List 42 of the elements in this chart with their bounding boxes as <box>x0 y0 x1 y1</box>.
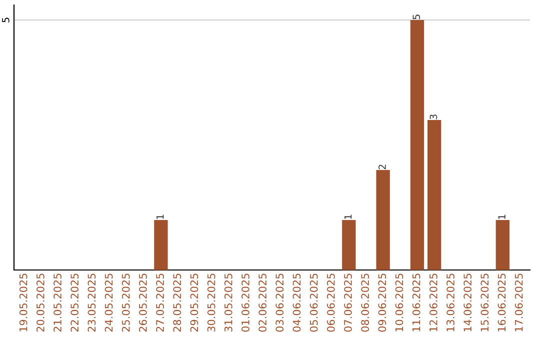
bar <box>376 170 390 270</box>
x-tick-label: 04.06.2025 <box>292 274 301 332</box>
data-label: 2 <box>378 164 386 170</box>
data-label: 3 <box>430 114 438 120</box>
x-tick-label: 27.05.2025 <box>156 274 164 332</box>
x-tick-label: 29.05.2025 <box>190 274 198 332</box>
x-tick-label: 19.05.2025 <box>19 274 28 332</box>
bar <box>410 20 424 270</box>
x-tick-label: 14.06.2025 <box>464 274 472 332</box>
x-tick-label: 12.06.2025 <box>429 274 438 332</box>
x-tick-label: 21.05.2025 <box>54 274 62 332</box>
x-tick-label: 15.06.2025 <box>480 274 489 332</box>
x-tick-label: 09.06.2025 <box>378 274 386 332</box>
x-tick-label: 31.05.2025 <box>224 274 232 332</box>
bar <box>154 220 168 270</box>
x-tick-label: 20.05.2025 <box>36 274 44 332</box>
x-tick-label: 01.06.2025 <box>242 274 250 332</box>
x-tick-label: 11.06.2025 <box>412 274 420 332</box>
bar <box>427 120 442 270</box>
x-tick-label: 16.06.2025 <box>498 274 506 332</box>
bar <box>496 220 510 270</box>
x-tick-label: 26.05.2025 <box>139 274 147 332</box>
x-tick-label: 24.05.2025 <box>104 274 113 332</box>
x-tick-label: 28.05.2025 <box>173 274 182 332</box>
data-label: 5 <box>412 14 420 20</box>
x-tick-label: 07.06.2025 <box>344 274 352 332</box>
x-tick-label: 08.06.2025 <box>361 274 369 332</box>
data-label: 1 <box>156 214 164 219</box>
bar <box>342 220 356 270</box>
x-tick-label: 06.06.2025 <box>326 274 335 332</box>
data-label: 1 <box>498 214 506 219</box>
x-tick-label: 03.06.2025 <box>276 274 284 332</box>
x-tick-label: 02.06.2025 <box>258 274 266 332</box>
data-label: 1 <box>344 214 352 219</box>
x-tick-label: 25.05.2025 <box>122 274 130 332</box>
x-tick-label: 23.05.2025 <box>88 274 96 332</box>
x-tick-label: 22.05.2025 <box>70 274 79 332</box>
x-tick-label: 13.06.2025 <box>446 274 454 332</box>
x-tick-label: 10.06.2025 <box>395 274 404 332</box>
x-tick-label: 30.05.2025 <box>207 274 216 332</box>
x-tick-label: 17.06.2025 <box>514 274 523 332</box>
x-tick-label: 05.06.2025 <box>310 274 318 332</box>
